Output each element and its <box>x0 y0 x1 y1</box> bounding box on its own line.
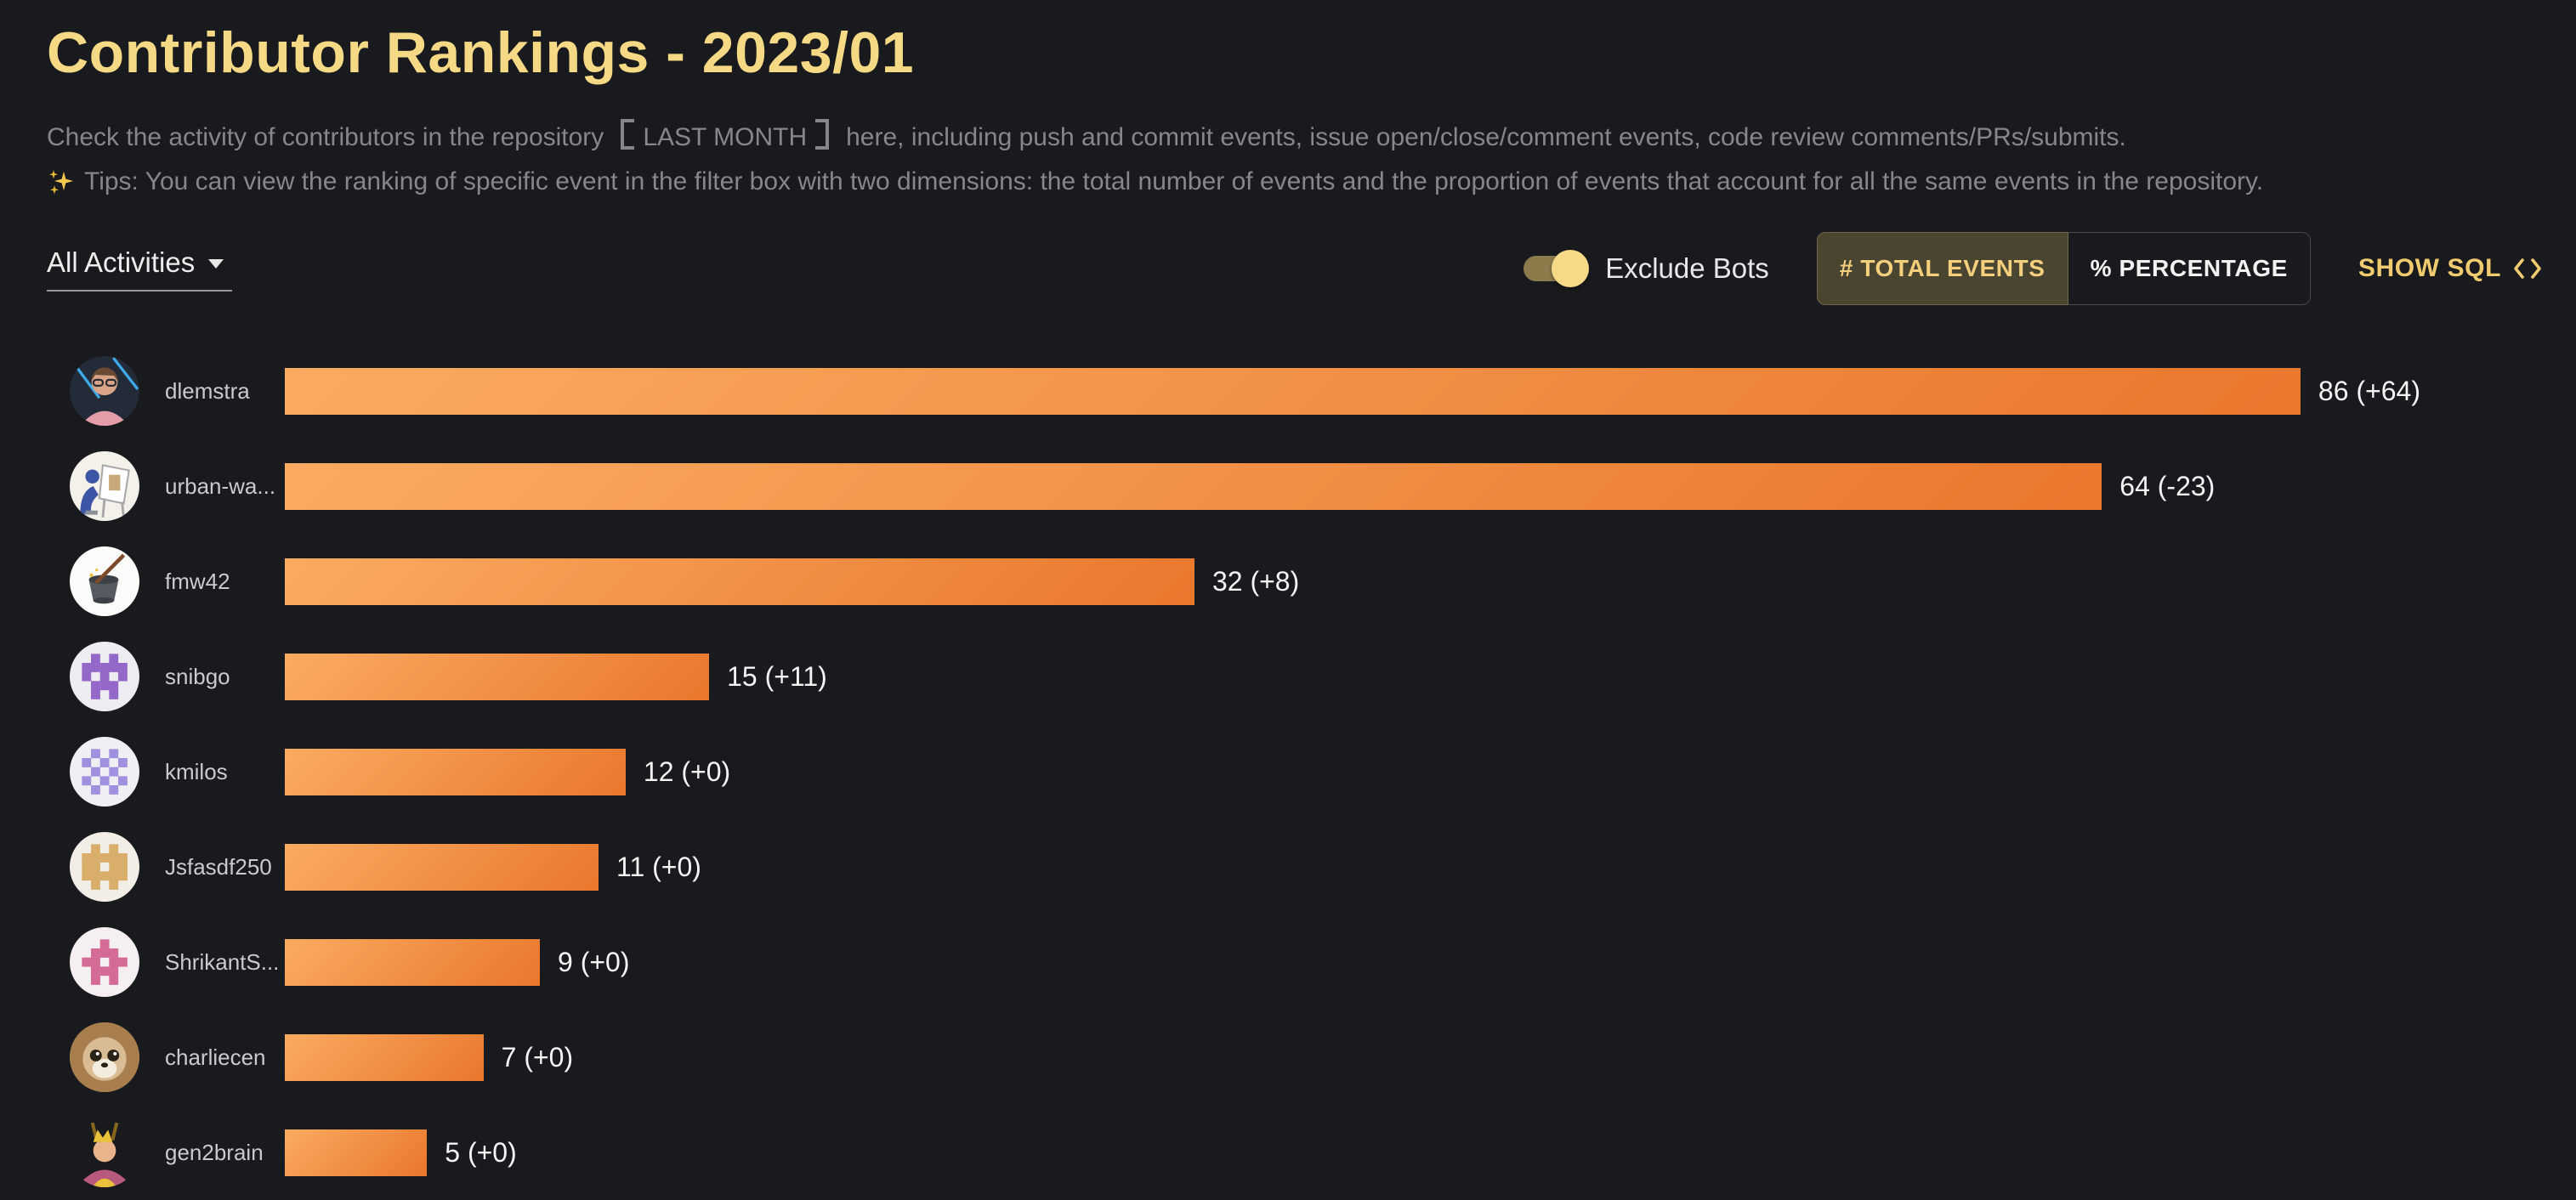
event-count-bar[interactable] <box>285 462 2102 510</box>
event-count-bar[interactable] <box>285 558 1194 605</box>
bar-track: 9 (+0) <box>285 914 2542 1010</box>
contributor-avatar[interactable] <box>70 737 139 807</box>
contributor-avatar[interactable] <box>70 1118 139 1187</box>
contributor-avatar[interactable] <box>70 642 139 711</box>
contributor-name-label: gen2brain <box>165 1139 264 1165</box>
tips-line: Tips: You can view the ranking of specif… <box>47 167 2542 197</box>
bar-track: 11 (+0) <box>285 819 2542 914</box>
tips-text: Tips: You can view the ranking of specif… <box>84 167 2264 195</box>
contributor-name-label: ShrikantS... <box>165 948 280 975</box>
event-count-label: 9 (+0) <box>558 946 630 977</box>
show-sql-label: SHOW SQL <box>2358 254 2501 282</box>
bar-track: 86 (+64) <box>285 343 2542 439</box>
left-lenticular-bracket <box>621 119 635 150</box>
chart-row: charliecen 7 (+0) <box>47 1010 2542 1105</box>
chart-row: dlemstra 86 (+64) <box>47 343 2542 439</box>
contributor-name-label: fmw42 <box>165 568 230 594</box>
event-count-label: 5 (+0) <box>445 1136 517 1168</box>
toggle-thumb[interactable] <box>1552 250 1590 287</box>
description-bracket-label: LAST MONTH <box>643 123 808 151</box>
show-sql-button[interactable]: SHOW SQL <box>2358 254 2542 283</box>
event-count-bar[interactable] <box>285 1033 484 1081</box>
contributor-avatar[interactable] <box>70 356 139 426</box>
bar-track: 32 (+8) <box>285 534 2542 629</box>
bar-track: 5 (+0) <box>285 1105 2542 1200</box>
contributor-name-label: Jsfasdf250 <box>165 853 272 880</box>
right-lenticular-bracket <box>815 119 830 150</box>
percentage-button[interactable]: % PERCENTAGE <box>2068 232 2311 305</box>
event-count-label: 7 (+0) <box>501 1041 574 1073</box>
contributor-name-label: dlemstra <box>165 377 250 404</box>
activity-filter-select[interactable]: All Activities <box>47 246 233 292</box>
event-count-bar[interactable] <box>285 367 2301 415</box>
contributor-name-label: snibgo <box>165 663 230 689</box>
controls-row: All Activities Exclude Bots # TOTAL EVEN… <box>47 231 2542 306</box>
event-count-bar[interactable] <box>285 1129 428 1176</box>
toggle-track[interactable] <box>1523 250 1590 287</box>
contributor-avatar[interactable] <box>70 1022 139 1092</box>
exclude-bots-toggle[interactable]: Exclude Bots <box>1523 250 1769 287</box>
exclude-bots-label[interactable]: Exclude Bots <box>1605 252 1769 284</box>
chart-row: fmw42 32 (+8) <box>47 534 2542 629</box>
code-icon <box>2514 258 2541 279</box>
event-count-bar[interactable] <box>285 748 626 795</box>
contributor-avatar[interactable] <box>70 546 139 616</box>
bar-track: 7 (+0) <box>285 1010 2542 1105</box>
event-count-bar[interactable] <box>285 938 540 986</box>
page-title: Contributor Rankings - 2023/01 <box>47 20 915 85</box>
chart-row: gen2brain 5 (+0) <box>47 1105 2542 1200</box>
chart-row: Jsfasdf250 11 (+0) <box>47 819 2542 914</box>
bar-track: 64 (-23) <box>285 439 2542 534</box>
contributor-avatar[interactable] <box>70 832 139 902</box>
event-count-label: 11 (+0) <box>616 851 701 882</box>
description-part1: Check the activity of contributors in th… <box>47 123 604 151</box>
contributor-bar-chart: dlemstra 86 (+64) urban-wa... 64 (-23) fmw42… <box>47 343 2542 1200</box>
contributor-name-label: charliecen <box>165 1044 266 1070</box>
contributor-avatar[interactable] <box>70 451 139 521</box>
chart-row: urban-wa... 64 (-23) <box>47 439 2542 534</box>
event-count-label: 32 (+8) <box>1211 565 1300 597</box>
event-count-label: 86 (+64) <box>2318 375 2420 406</box>
contributor-name-label: kmilos <box>165 758 228 784</box>
event-count-bar[interactable] <box>285 653 710 700</box>
description-part2: here, including push and commit events, … <box>846 123 2126 151</box>
controls-right-group: Exclude Bots # TOTAL EVENTS % PERCENTAGE… <box>1523 232 2542 305</box>
bar-track: 12 (+0) <box>285 724 2542 819</box>
activity-filter-value: All Activities <box>47 246 196 278</box>
view-toggle-group: # TOTAL EVENTS % PERCENTAGE <box>1816 232 2311 305</box>
contributor-name-label: urban-wa... <box>165 473 276 499</box>
contributor-avatar[interactable] <box>70 927 139 997</box>
page-description: Check the activity of contributors in th… <box>47 119 2542 153</box>
event-count-bar[interactable] <box>285 843 599 891</box>
chart-row: snibgo 15 (+11) <box>47 629 2542 724</box>
event-count-label: 12 (+0) <box>643 756 731 787</box>
total-events-button[interactable]: # TOTAL EVENTS <box>1816 232 2068 305</box>
chart-row: kmilos 12 (+0) <box>47 724 2542 819</box>
event-count-label: 15 (+11) <box>727 660 827 692</box>
chevron-down-icon <box>208 259 224 269</box>
chart-row: ShrikantS... 9 (+0) <box>47 914 2542 1010</box>
event-count-label: 64 (-23) <box>2119 470 2216 501</box>
sparkles-icon <box>49 170 73 195</box>
bar-track: 15 (+11) <box>285 629 2542 724</box>
